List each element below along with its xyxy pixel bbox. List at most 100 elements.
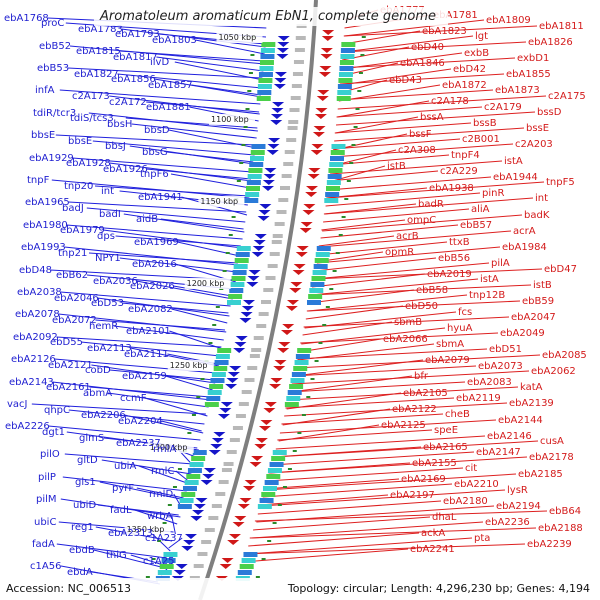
gc-block [281, 174, 292, 178]
scale-marks: 1050 kbp 1100 kbp 1150 kbp 1200 kbp 1250 kbp… [124, 32, 263, 535]
right-gene-label: ebA1872 [442, 80, 487, 91]
right-connector [249, 527, 537, 539]
scale-label-bg [124, 524, 171, 535]
right-gene-label: ebB57 [460, 220, 492, 231]
right-connector [253, 516, 431, 531]
right-gene-label: exbB [464, 48, 489, 59]
reverse-gene-arrow [202, 474, 215, 479]
reverse-gene-arrow [226, 378, 239, 383]
right-gene-label: cusA [540, 436, 564, 447]
left-gene-label: ebA2126 [11, 354, 56, 365]
right-connector [318, 235, 395, 247]
reverse-gene-arrow [277, 36, 290, 41]
reverse-gene-arrow [229, 366, 242, 371]
gc-block [223, 462, 234, 466]
right-connector [312, 268, 543, 280]
left-gene-label: aidB [136, 214, 158, 225]
right-gene-label: ebA2147 [476, 447, 521, 458]
forward-gene-arrow [264, 402, 277, 407]
left-connector [68, 409, 205, 425]
reverse-gene-arrow [252, 246, 265, 251]
right-connector [303, 316, 510, 328]
reverse-gene-arrow [276, 54, 289, 59]
left-gene-label: ebA2078 [15, 309, 60, 320]
left-gene-label: wrbA [147, 511, 173, 522]
gc-block [278, 198, 289, 202]
right-gene-label: ebA2125 [381, 420, 426, 431]
category-block [159, 564, 174, 569]
forward-gene-arrow [320, 48, 333, 53]
tick-mark [329, 288, 334, 290]
right-connector [302, 321, 393, 336]
right-connector [327, 176, 492, 191]
category-block [261, 492, 276, 497]
tick-mark [292, 450, 297, 452]
tick-mark [341, 216, 346, 218]
tick-mark [247, 90, 252, 92]
left-gene-label: dps [97, 231, 115, 242]
right-connector [341, 57, 516, 69]
tick-mark [306, 396, 311, 398]
right-connector [335, 116, 419, 134]
category-block [339, 60, 354, 65]
right-gene-label: ebA1984 [502, 242, 547, 253]
right-gene-label: ebA2165 [423, 442, 468, 453]
scale-label-bg [209, 114, 256, 125]
category-block [258, 72, 273, 77]
right-connector [332, 138, 461, 150]
gc-block [204, 528, 215, 532]
right-connector [243, 548, 409, 563]
tick-mark [357, 90, 362, 92]
right-gene-label: ebA2169 [401, 474, 446, 485]
right-connector [316, 246, 501, 264]
category-block [291, 372, 306, 377]
left-connector [66, 224, 243, 240]
left-gene-label: ebdB [69, 545, 95, 556]
scale-label: 1250 kbp [170, 361, 208, 370]
forward-gene-arrow [242, 486, 255, 491]
connector-lines [31, 9, 548, 585]
gc-block [249, 354, 260, 358]
right-gene-label: tnpF4 [451, 150, 480, 161]
right-connector [342, 41, 527, 53]
tick-mark [228, 234, 233, 236]
right-connector [333, 133, 408, 151]
category-block [239, 564, 254, 569]
left-gene-label: ebA2143 [9, 377, 54, 388]
forward-gene-arrow [249, 462, 262, 467]
left-gene-label: bbsH [107, 119, 132, 130]
right-gene-label: c2A203 [515, 139, 553, 150]
reverse-gene-arrow [225, 384, 238, 389]
left-gene-label: ebA1881 [146, 102, 191, 113]
gc-block [232, 426, 243, 430]
left-connector [89, 386, 211, 398]
accession-text: Accession: NC_006513 [6, 582, 132, 595]
right-gene-label: ebA2194 [496, 501, 541, 512]
right-gene-label: ebA1855 [506, 69, 551, 80]
left-gene-label: gls1 [75, 477, 96, 488]
category-block [209, 384, 224, 389]
reverse-gene-arrow [274, 78, 287, 83]
left-connector [72, 157, 253, 173]
category-block [244, 198, 259, 203]
left-gene-label: c2A172 [109, 97, 147, 108]
gc-block [256, 324, 267, 328]
category-block [315, 252, 330, 257]
tick-mark [162, 522, 167, 524]
right-connector [298, 338, 382, 353]
forward-gene-arrow [260, 420, 273, 425]
category-block [247, 174, 262, 179]
reverse-gene-arrow [273, 84, 286, 89]
right-gene-label: bfr [414, 371, 429, 382]
category-block [210, 378, 225, 383]
category-block [324, 198, 339, 203]
reverse-gene-arrow [248, 270, 261, 275]
right-gene-label: c2A178 [431, 96, 469, 107]
right-gene-label: ebA1944 [493, 172, 538, 183]
forward-gene-arrow [227, 540, 240, 545]
forward-gene-arrow [321, 36, 334, 41]
reverse-gene-arrow [208, 450, 221, 455]
category-block [213, 366, 228, 371]
left-gene-label: rmlD [149, 489, 173, 500]
right-connector [307, 294, 468, 312]
